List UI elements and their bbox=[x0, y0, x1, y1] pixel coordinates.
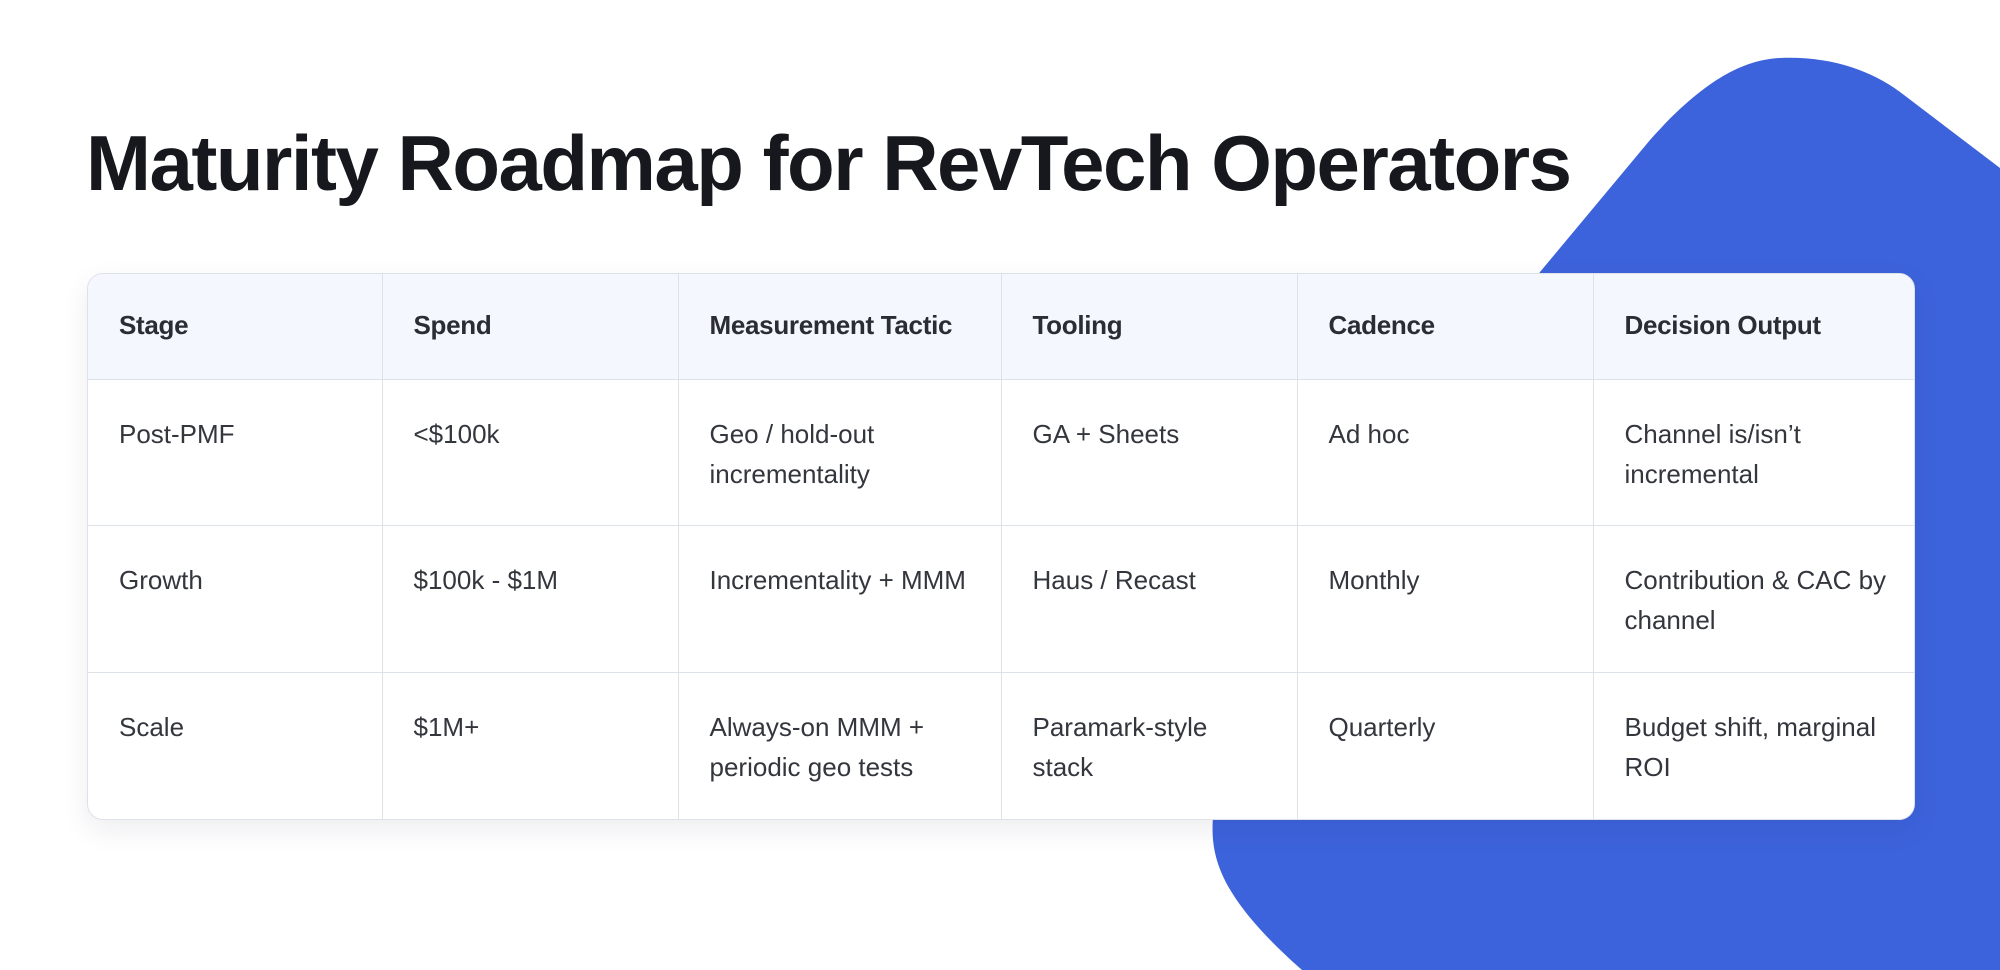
table-header-row: Stage Spend Measurement Tactic Tooling C… bbox=[88, 274, 1914, 380]
column-header-cadence: Cadence bbox=[1297, 274, 1594, 380]
table-cell: GA + Sheets bbox=[1001, 379, 1298, 527]
table-cell: Incrementality + MMM bbox=[678, 525, 1002, 673]
table-cell: <$100k bbox=[382, 379, 679, 527]
table-cell: Post-PMF bbox=[88, 379, 383, 527]
table-cell: Quarterly bbox=[1297, 672, 1594, 819]
table-row: Scale $1M+ Always-on MMM + periodic geo … bbox=[88, 672, 1914, 819]
table-cell: Ad hoc bbox=[1297, 379, 1594, 527]
table-cell: Haus / Recast bbox=[1001, 525, 1298, 673]
table-cell: Paramark-style stack bbox=[1001, 672, 1298, 819]
table-row: Growth $100k - $1M Incrementality + MMM … bbox=[88, 525, 1914, 673]
table-cell: Geo / hold-out incrementality bbox=[678, 379, 1002, 527]
column-header-decision-output: Decision Output bbox=[1593, 274, 1914, 380]
roadmap-table: Stage Spend Measurement Tactic Tooling C… bbox=[88, 274, 1914, 819]
table-cell: Monthly bbox=[1297, 525, 1594, 673]
column-header-stage: Stage bbox=[88, 274, 383, 380]
column-header-spend: Spend bbox=[382, 274, 679, 380]
table-cell: $100k - $1M bbox=[382, 525, 679, 673]
table-row: Post-PMF <$100k Geo / hold-out increment… bbox=[88, 379, 1914, 527]
column-header-measurement-tactic: Measurement Tactic bbox=[678, 274, 1002, 380]
table-cell: Scale bbox=[88, 672, 383, 819]
roadmap-table-card: Stage Spend Measurement Tactic Tooling C… bbox=[87, 273, 1915, 820]
table-cell: Always-on MMM + periodic geo tests bbox=[678, 672, 1002, 819]
table-cell: $1M+ bbox=[382, 672, 679, 819]
table-cell: Contribution & CAC by channel bbox=[1593, 525, 1914, 673]
table-cell: Channel is/isn’t incremental bbox=[1593, 379, 1914, 527]
table-cell: Growth bbox=[88, 525, 383, 673]
column-header-tooling: Tooling bbox=[1001, 274, 1298, 380]
page-title: Maturity Roadmap for RevTech Operators bbox=[86, 119, 1572, 207]
table-cell: Budget shift, marginal ROI bbox=[1624, 711, 1876, 782]
